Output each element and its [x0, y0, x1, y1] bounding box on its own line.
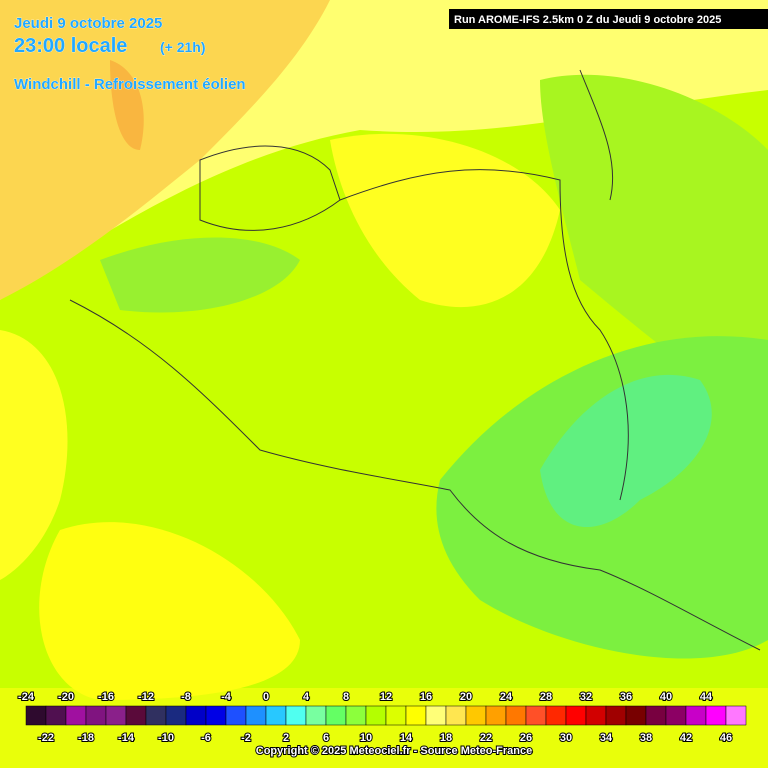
legend-swatch [25, 705, 47, 726]
legend-label: 34 [600, 732, 613, 744]
legend-swatch [105, 705, 127, 726]
legend-swatch [265, 705, 287, 726]
legend-label: 26 [520, 732, 532, 744]
legend-swatch [445, 705, 467, 726]
legend-swatch [285, 705, 307, 726]
legend-swatch [185, 705, 207, 726]
legend-label: -2 [241, 732, 251, 744]
legend-swatch [145, 705, 167, 726]
cool-zone [540, 374, 712, 528]
legend-label: 38 [640, 732, 652, 744]
legend-swatch [625, 705, 647, 726]
legend-label: -4 [221, 691, 232, 703]
lead: (+ 21h) [160, 39, 206, 55]
legend-label: -10 [158, 732, 174, 744]
legend-label: -8 [181, 691, 191, 703]
green-zone [100, 237, 300, 313]
legend: -24-22-20-18-16-14-12-10-8-6-4-202468101… [17, 690, 747, 745]
legend-label: 36 [620, 691, 632, 703]
legend-swatch [545, 705, 567, 726]
legend-swatch [345, 705, 367, 726]
sea [0, 0, 330, 300]
legend-swatch [225, 705, 247, 726]
legend-swatch [645, 705, 667, 726]
legend-swatch [665, 705, 687, 726]
subtitle: Windchill - Refroissement éolien [14, 76, 246, 93]
legend-swatch [45, 705, 67, 726]
legend-label: 22 [480, 732, 492, 744]
legend-label: 46 [720, 732, 732, 744]
legend-label: -16 [98, 691, 114, 703]
yellow-zone [39, 522, 300, 700]
legend-swatch [165, 705, 187, 726]
legend-label: -14 [118, 732, 135, 744]
legend-swatch [245, 705, 267, 726]
legend-label: 18 [440, 732, 452, 744]
legend-swatch [65, 705, 87, 726]
legend-swatch [485, 705, 507, 726]
run-label: Run AROME-IFS 2.5km 0 Z du Jeudi 9 octob… [454, 14, 721, 26]
legend-swatch [585, 705, 607, 726]
legend-label: 44 [700, 691, 713, 703]
legend-swatch [425, 705, 447, 726]
legend-label: 4 [303, 691, 310, 703]
legend-label: 30 [560, 732, 572, 744]
legend-label: -20 [58, 691, 74, 703]
legend-label: 16 [420, 691, 432, 703]
green-zone [540, 74, 768, 421]
legend-label: 42 [680, 732, 692, 744]
legend-label: 8 [343, 691, 349, 703]
border [69, 299, 761, 651]
legend-swatch [565, 705, 587, 726]
legend-label: 2 [283, 732, 289, 744]
legend-swatch [325, 705, 347, 726]
legend-swatch [385, 705, 407, 726]
legend-label: -24 [18, 691, 35, 703]
legend-swatch [525, 705, 547, 726]
legend-label: -6 [201, 732, 211, 744]
legend-swatch [605, 705, 627, 726]
legend-label: 0 [263, 691, 269, 703]
legend-swatch [465, 705, 487, 726]
border [579, 69, 614, 201]
legend-swatch [705, 705, 727, 726]
legend-swatch [205, 705, 227, 726]
legend-label: -22 [38, 732, 54, 744]
legend-label: 40 [660, 691, 672, 703]
legend-swatch [305, 705, 327, 726]
legend-swatch [685, 705, 707, 726]
copyright: Copyright © 2025 Meteociel.fr - Source M… [256, 745, 532, 757]
legend-label: 14 [400, 732, 413, 744]
legend-swatch [125, 705, 147, 726]
legend-swatch [725, 705, 747, 726]
legend-label: 6 [323, 732, 329, 744]
sea-warm [110, 60, 144, 150]
legend-swatch [85, 705, 107, 726]
legend-label: 24 [500, 691, 513, 703]
legend-label: 32 [580, 691, 592, 703]
legend-swatch [405, 705, 427, 726]
legend-label: -12 [138, 691, 154, 703]
legend-label: 28 [540, 691, 552, 703]
time: 23:00 locale [14, 35, 127, 57]
date: Jeudi 9 octobre 2025 [14, 15, 162, 32]
yellow-zone [330, 133, 560, 308]
legend-label: -18 [78, 732, 94, 744]
run-box [449, 9, 768, 29]
legend-label: 12 [380, 691, 392, 703]
legend-swatch [505, 705, 527, 726]
legend-swatch [365, 705, 387, 726]
legend-label: 20 [460, 691, 472, 703]
yellow-zone [0, 330, 68, 580]
legend-label: 10 [360, 732, 372, 744]
legend-backdrop [0, 688, 768, 768]
border [339, 169, 629, 501]
